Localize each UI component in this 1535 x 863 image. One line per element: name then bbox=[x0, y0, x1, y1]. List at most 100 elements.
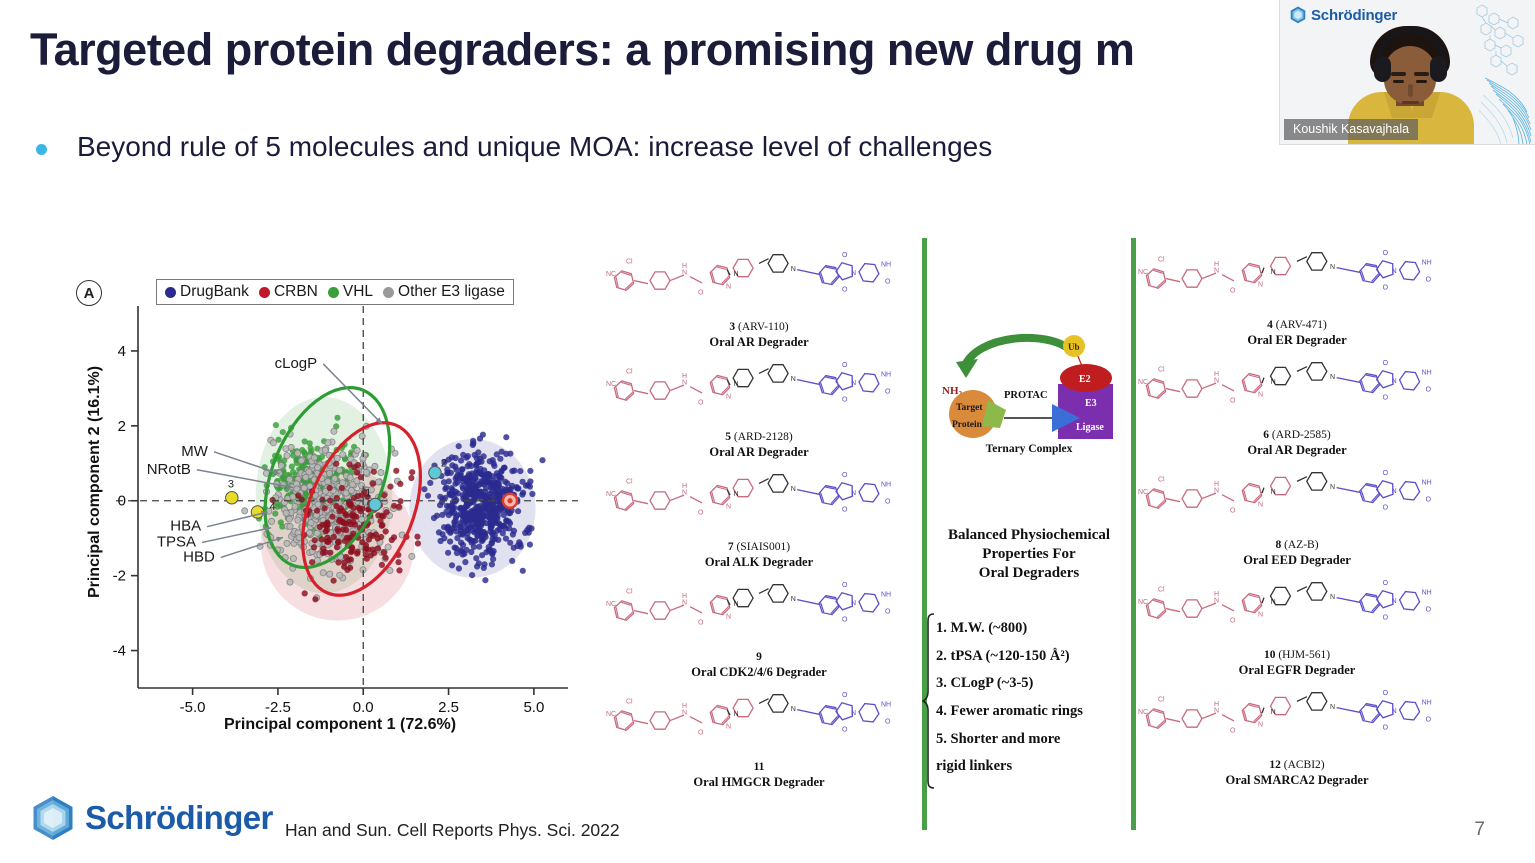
x-tick-label-2: 0.0 bbox=[353, 699, 374, 716]
svg-text:N: N bbox=[1214, 267, 1219, 274]
highlight-point-label-2: 2 bbox=[441, 458, 447, 470]
svg-text:N: N bbox=[1258, 281, 1263, 288]
svg-text:N: N bbox=[1271, 379, 1276, 386]
molecule-card-6: NC Cl H N O N N N N O O NH O 6 (ARD-2585) Oral AR Degr… bbox=[1132, 348, 1462, 458]
svg-text:O: O bbox=[698, 400, 704, 407]
molecule-code: (ARV-471) bbox=[1275, 319, 1327, 331]
molecule-structure-9: NC Cl H N O N N N N O O NH O bbox=[600, 570, 918, 653]
svg-text:N: N bbox=[1258, 611, 1263, 618]
molecule-code: (ARD-2128) bbox=[733, 431, 793, 443]
e3-ligase-shape bbox=[1058, 384, 1113, 439]
highlight-point-label-1: 1 bbox=[365, 487, 371, 499]
svg-text:O: O bbox=[885, 499, 891, 506]
molecule-name-6: Oral AR Degrader bbox=[1247, 443, 1347, 457]
svg-text:N: N bbox=[1258, 721, 1263, 728]
ternary-complex-caption: Ternary Complex bbox=[985, 443, 1073, 455]
svg-text:N: N bbox=[734, 271, 739, 278]
svg-text:O: O bbox=[698, 620, 704, 627]
molecule-structure-7: NC Cl H N O N N N N O O NH O bbox=[600, 460, 918, 543]
svg-text:N: N bbox=[1330, 374, 1335, 381]
molecule-number: 4 bbox=[1267, 319, 1273, 331]
molecule-number: 6 bbox=[1263, 429, 1270, 441]
svg-text:O: O bbox=[698, 510, 704, 517]
svg-text:N: N bbox=[1392, 378, 1397, 385]
page-title: Targeted protein degraders: a promising … bbox=[30, 24, 1135, 75]
molecule-id-11: 11 bbox=[600, 761, 918, 773]
svg-text:NC: NC bbox=[606, 381, 616, 388]
molecule-structure-5: NC Cl H N O N N N N O O NH O bbox=[600, 350, 918, 433]
svg-text:N: N bbox=[851, 380, 856, 387]
svg-text:N: N bbox=[1214, 597, 1219, 604]
svg-text:NC: NC bbox=[1138, 269, 1148, 276]
loading-arrow-nrotb bbox=[196, 469, 294, 489]
e2-label: E2 bbox=[1079, 374, 1091, 385]
x-axis-label: Principal component 1 (72.6%) bbox=[223, 716, 457, 733]
svg-text:NH: NH bbox=[1422, 590, 1432, 597]
confidence-ellipse-vhl bbox=[263, 386, 392, 570]
svg-text:O: O bbox=[1426, 717, 1432, 724]
molecule-code: (ARD-2585) bbox=[1271, 429, 1331, 441]
molecule-name-12: Oral SMARCA2 Degrader bbox=[1225, 773, 1369, 787]
molecule-number: 10 bbox=[1263, 649, 1276, 661]
molecule-card-11: NC Cl H N O N N N N O O NH O 11 Oral HMGCR Degrader bbox=[600, 680, 918, 790]
svg-text:O: O bbox=[1383, 284, 1389, 291]
molecule-code: (AZ-B) bbox=[1284, 539, 1319, 551]
svg-text:N: N bbox=[1258, 501, 1263, 508]
e3-label: E3 bbox=[1085, 398, 1097, 409]
svg-text:O: O bbox=[842, 692, 848, 699]
svg-text:O: O bbox=[1383, 360, 1389, 367]
highlight-point-reference-core bbox=[507, 498, 513, 504]
svg-text:O: O bbox=[698, 290, 704, 297]
legend-swatch-icon bbox=[383, 286, 395, 298]
svg-text:Cl: Cl bbox=[1158, 476, 1165, 483]
svg-text:H: H bbox=[1214, 371, 1219, 378]
ubiquitin-shape bbox=[1063, 335, 1085, 357]
video-logo-text: Schrödinger bbox=[1311, 6, 1398, 24]
molecule-column-left: NC Cl H N O N N N N O O NH O 3 (ARV-110) Oral AR Degra… bbox=[600, 240, 918, 790]
svg-text:N: N bbox=[726, 503, 731, 510]
y-tick-label-4: -4 bbox=[113, 643, 126, 660]
molecule-id-5: 5 (ARD-2128) bbox=[600, 431, 918, 443]
ub-label: Ub bbox=[1068, 342, 1080, 352]
svg-text:N: N bbox=[791, 596, 796, 603]
x-tick-label-1: -2.5 bbox=[265, 699, 291, 716]
molecule-number: 5 bbox=[725, 431, 732, 443]
svg-text:Cl: Cl bbox=[626, 368, 633, 375]
svg-text:O: O bbox=[1383, 504, 1389, 511]
presenter-video-overlay[interactable]: Schrödinger Koushik Kasavajhala bbox=[1279, 0, 1535, 145]
linker-warhead-shape bbox=[982, 400, 1006, 428]
svg-text:N: N bbox=[1330, 704, 1335, 711]
svg-text:N: N bbox=[726, 723, 731, 730]
svg-text:N: N bbox=[734, 381, 739, 388]
svg-text:Cl: Cl bbox=[1158, 586, 1165, 593]
svg-text:N: N bbox=[791, 706, 796, 713]
molecule-structure-12: NC Cl H N O N N N N O O NH O bbox=[1132, 678, 1462, 761]
svg-text:O: O bbox=[1230, 618, 1236, 625]
legend-label: CRBN bbox=[273, 283, 318, 300]
e2-enzyme-shape bbox=[1060, 364, 1112, 392]
loading-arrow-hbd bbox=[220, 536, 284, 559]
property-item-1: 1. M.W. (~800) bbox=[936, 620, 1028, 636]
schrodinger-footer-logo: Schrödinger bbox=[32, 795, 273, 841]
molecule-number: 8 bbox=[1275, 539, 1282, 551]
svg-text:N: N bbox=[1271, 709, 1276, 716]
loading-arrowhead-hbd bbox=[276, 536, 283, 543]
svg-text:N: N bbox=[734, 601, 739, 608]
target-label: Target bbox=[956, 403, 983, 413]
svg-text:O: O bbox=[842, 362, 848, 369]
svg-text:N: N bbox=[682, 379, 687, 386]
svg-text:O: O bbox=[1426, 277, 1432, 284]
svg-text:NH: NH bbox=[881, 372, 891, 379]
svg-text:Cl: Cl bbox=[1158, 256, 1165, 263]
svg-text:N: N bbox=[1214, 487, 1219, 494]
svg-text:Cl: Cl bbox=[626, 478, 633, 485]
molecule-id-3: 3 (ARV-110) bbox=[600, 321, 918, 333]
highlight-point-3 bbox=[225, 491, 239, 505]
svg-text:O: O bbox=[842, 726, 848, 733]
svg-text:N: N bbox=[1392, 488, 1397, 495]
molecule-card-3: NC Cl H N O N N N N O O NH O 3 (ARV-110) Oral AR Degra… bbox=[600, 240, 918, 350]
svg-text:O: O bbox=[885, 279, 891, 286]
svg-text:NH: NH bbox=[1422, 700, 1432, 707]
molecule-card-9: NC Cl H N O N N N N O O NH O 9 Oral CDK2/4/6 Degrader bbox=[600, 570, 918, 680]
